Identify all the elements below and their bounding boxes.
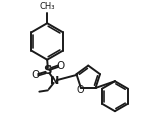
- Text: CH₃: CH₃: [39, 2, 55, 11]
- Text: O: O: [31, 70, 40, 80]
- Text: N: N: [50, 76, 60, 86]
- Text: O: O: [57, 61, 65, 71]
- Text: O: O: [76, 85, 84, 95]
- Text: S: S: [44, 64, 52, 77]
